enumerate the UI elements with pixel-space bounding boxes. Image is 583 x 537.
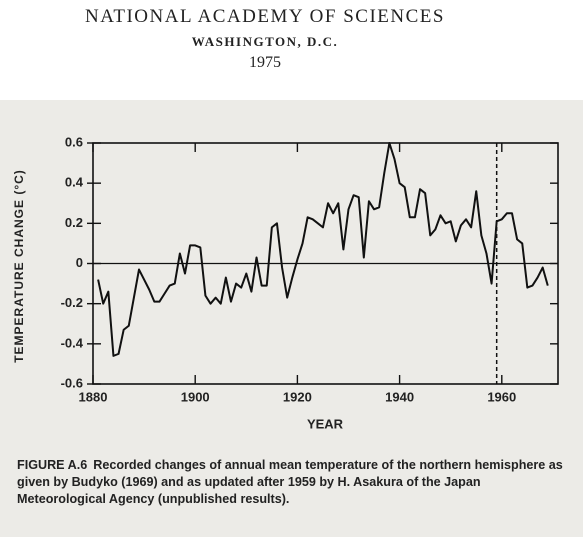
x-tick-label: 1940 bbox=[385, 389, 414, 404]
x-tick-label: 1880 bbox=[79, 389, 108, 404]
x-axis-label: YEAR bbox=[307, 416, 344, 431]
header-title: NATIONAL ACADEMY OF SCIENCES bbox=[85, 6, 445, 27]
data-line bbox=[97, 142, 549, 357]
figure-label: FIGURE A.6 bbox=[17, 458, 88, 472]
y-tick-label: 0.2 bbox=[65, 215, 83, 230]
y-axis-label: TEMPERATURE CHANGE (°C) bbox=[12, 169, 26, 363]
header-year: 1975 bbox=[249, 54, 281, 71]
x-tick-label: 1900 bbox=[181, 389, 210, 404]
header-place: WASHINGTON, D.C. bbox=[191, 34, 339, 49]
y-tick-label: -0.2 bbox=[61, 295, 83, 310]
y-tick-label: 0.4 bbox=[65, 175, 84, 190]
caption: FIGURE A.6 Recorded changes of annual mea… bbox=[17, 457, 565, 508]
page-sheet bbox=[0, 100, 583, 537]
x-tick-label: 1960 bbox=[487, 389, 516, 404]
x-tick-label: 1920 bbox=[283, 389, 312, 404]
y-tick-label: -0.6 bbox=[61, 375, 83, 390]
y-tick-label: 0.6 bbox=[65, 134, 83, 149]
y-tick-label: 0 bbox=[76, 255, 83, 270]
y-tick-label: -0.4 bbox=[61, 335, 84, 350]
caption-text: Recorded changes of annual mean temperat… bbox=[17, 458, 563, 506]
